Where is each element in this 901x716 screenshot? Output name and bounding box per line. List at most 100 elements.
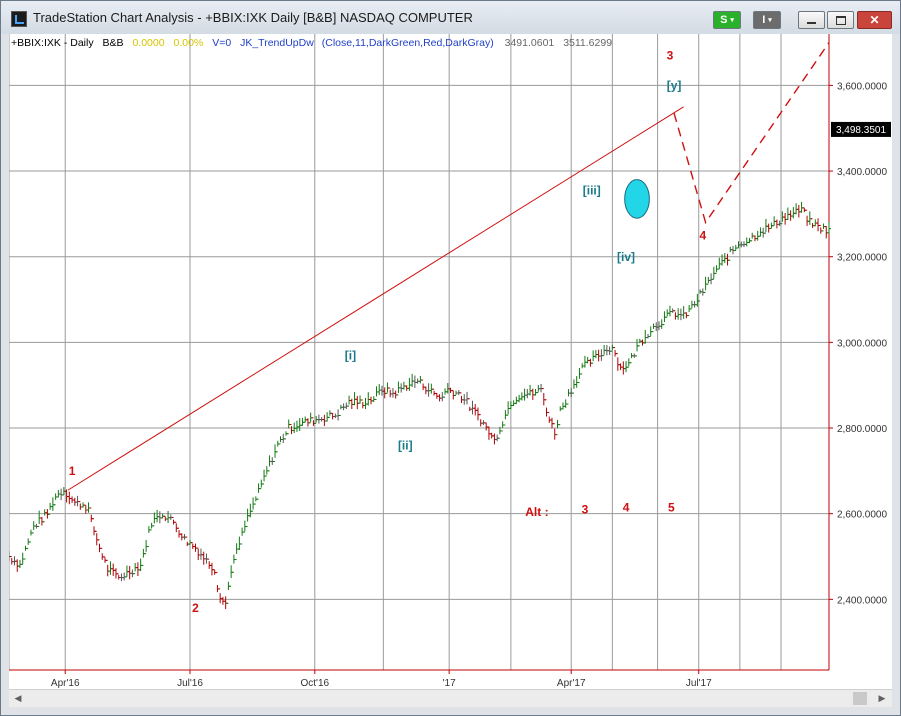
price-bar: [528, 384, 533, 396]
price-bar: [86, 502, 91, 513]
wave-label: 3: [667, 49, 674, 63]
price-bar: [28, 529, 33, 543]
scroll-thumb[interactable]: [853, 692, 867, 705]
price-bar: [571, 379, 576, 394]
trendline: [67, 106, 684, 491]
price-bar: [678, 308, 683, 321]
price-bar: [621, 361, 626, 375]
time-tick-label: Jul'17: [686, 678, 712, 689]
price-bar: [478, 414, 483, 427]
last-price-marker: 3,498.3501: [831, 121, 891, 137]
price-bar: [443, 388, 448, 398]
price-bar: [805, 209, 810, 226]
price-bar: [355, 395, 360, 410]
price-bar: [473, 404, 478, 416]
price-bar: [141, 548, 146, 566]
price-bar: [50, 497, 55, 511]
price-bar: [113, 568, 118, 579]
price-bar: [174, 521, 179, 533]
window-title: TradeStation Chart Analysis - +BBIX:IXK …: [33, 10, 473, 25]
price-bar: [475, 407, 480, 421]
price-bar: [500, 421, 505, 432]
title-bar[interactable]: TradeStation Chart Analysis - +BBIX:IXK …: [1, 1, 900, 34]
price-bar: [226, 581, 231, 604]
price-bar: [629, 352, 634, 364]
price-bar: [615, 353, 620, 371]
price-bar: [432, 388, 437, 396]
price-bar: [15, 559, 20, 572]
scroll-left-icon[interactable]: ◀: [14, 693, 22, 703]
price-bar: [9, 556, 14, 565]
price-bar: [53, 493, 58, 506]
horizontal-scrollbar[interactable]: ◀ ▶: [9, 689, 892, 707]
svg-text:+BBIX:IXK - Daily B&: +BBIX:IXK - Daily B&B 0.0000 0.00% V=0 J…: [11, 37, 612, 49]
price-bar: [267, 455, 272, 472]
price-bar: [544, 399, 549, 417]
price-bar: [297, 418, 302, 432]
price-bar: [218, 588, 223, 604]
price-bar: [810, 218, 815, 228]
i-button[interactable]: I ▾: [753, 11, 781, 29]
chart-area[interactable]: 1 2 3 4 [i] [ii] [iii] [iv] [y] Alt : 3 4 5 2,400.00…: [7, 34, 892, 689]
s-button[interactable]: S ▾: [713, 11, 741, 29]
price-bar: [289, 423, 294, 435]
price-tick-label: 3,200.0000: [837, 253, 887, 264]
price-bar: [20, 552, 25, 565]
maximize-button[interactable]: [827, 11, 854, 29]
price-bar: [248, 503, 253, 518]
price-bar: [223, 596, 228, 610]
price-bar: [750, 232, 755, 242]
price-bar: [48, 502, 53, 515]
price-bar: [676, 308, 681, 320]
time-tick-label: '17: [443, 678, 456, 689]
price-bar: [486, 426, 491, 440]
close-button[interactable]: ✕: [857, 11, 892, 29]
price-bar: [75, 495, 80, 507]
price-bar: [294, 420, 299, 432]
price-bar: [599, 349, 604, 361]
price-bar: [177, 527, 182, 538]
price-bar: [824, 226, 829, 239]
price-bar: [363, 397, 368, 410]
price-bar: [503, 410, 508, 426]
scroll-right-icon[interactable]: ▶: [878, 693, 886, 703]
price-bar: [352, 392, 357, 406]
price-bar: [42, 509, 47, 523]
price-bar: [796, 204, 801, 218]
price-bar: [111, 563, 116, 576]
price-bar: [818, 224, 823, 234]
chart-header: +BBIX:IXK - Daily B&B 0.0000 0.00% V=0 J…: [11, 37, 612, 49]
price-bar: [185, 536, 190, 547]
price-bar: [728, 246, 733, 261]
price-bar: [827, 222, 831, 234]
price-bar: [209, 562, 214, 576]
price-bar: [204, 553, 209, 564]
wave-label: [ii]: [398, 438, 413, 452]
price-bar: [92, 518, 97, 536]
price-bar: [26, 538, 31, 549]
price-bar: [273, 444, 278, 462]
price-tick-label: 2,400.0000: [837, 595, 887, 606]
price-bar: [799, 201, 804, 213]
price-bar: [643, 329, 648, 344]
minimize-button[interactable]: [798, 11, 825, 29]
price-bar: [127, 565, 132, 580]
low-value: 3491.0601: [505, 37, 555, 49]
wave-label: [i]: [345, 348, 356, 362]
price-bar: [522, 388, 527, 401]
price-bar: [720, 254, 725, 266]
price-bar: [470, 400, 475, 415]
price-bar: [338, 404, 343, 416]
price-bar: [336, 409, 341, 421]
price-bar: [550, 417, 555, 429]
price-bar: [135, 562, 140, 576]
wave-labels: 1 2 3 4 [i] [ii] [iii] [iv] [y] Alt : 3 4 5: [69, 49, 707, 615]
price-bar: [541, 388, 546, 406]
price-bar: [37, 510, 42, 527]
price-bar: [426, 383, 431, 397]
wave-label: [iii]: [583, 184, 601, 198]
time-tick-label: Jul'16: [177, 678, 203, 689]
price-bar: [788, 210, 793, 221]
price-bar: [196, 547, 201, 561]
price-chart[interactable]: 1 2 3 4 [i] [ii] [iii] [iv] [y] Alt : 3 4 5 2,400.00…: [7, 34, 892, 689]
